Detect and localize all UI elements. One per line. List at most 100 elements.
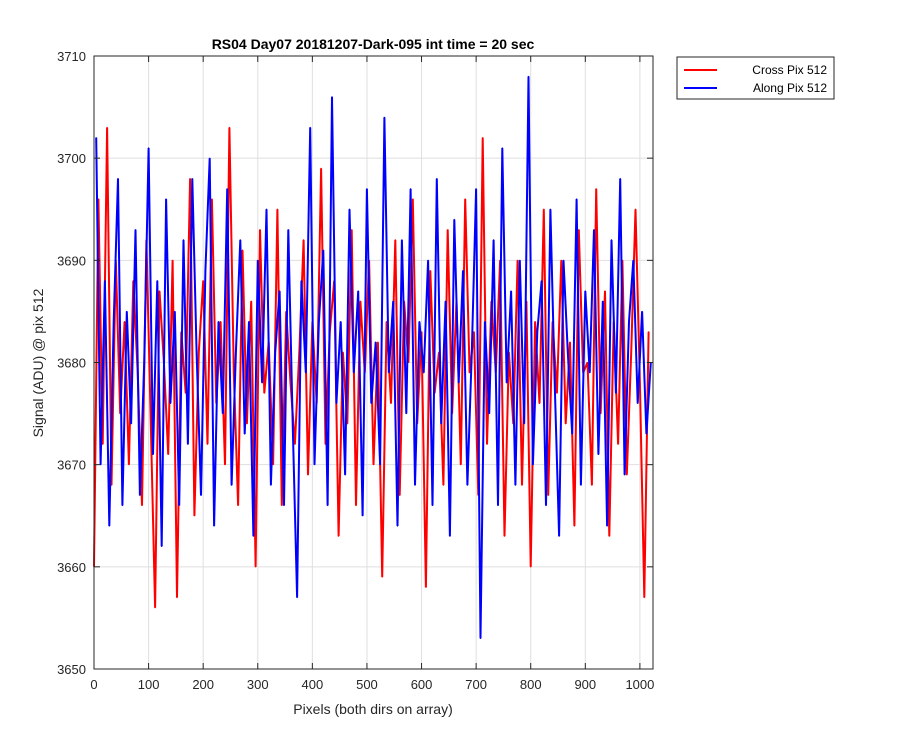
data-point — [252, 535, 255, 537]
data-point — [128, 464, 130, 466]
data-point — [139, 494, 141, 496]
data-point — [189, 178, 191, 180]
data-point — [237, 504, 239, 507]
data-point — [220, 321, 222, 323]
data-point — [99, 464, 102, 466]
data-point — [538, 402, 541, 404]
data-point — [394, 239, 396, 241]
data-point — [571, 433, 573, 435]
data-point — [425, 586, 427, 588]
data-point — [484, 321, 486, 323]
data-point — [239, 239, 241, 241]
data-point — [573, 525, 575, 527]
data-point — [619, 178, 621, 180]
data-point — [519, 259, 521, 261]
data-point — [580, 484, 582, 486]
data-point — [346, 423, 348, 425]
data-point — [586, 361, 589, 364]
legend-box — [676, 56, 835, 100]
data-point — [97, 198, 99, 200]
data-point — [593, 229, 595, 231]
data-point — [370, 402, 372, 404]
data-point — [628, 321, 630, 323]
data-point — [460, 464, 462, 466]
data-point — [254, 566, 257, 568]
data-point — [303, 239, 305, 241]
data-point — [383, 116, 386, 118]
data-point — [643, 596, 645, 599]
data-point — [641, 310, 643, 313]
data-point — [405, 412, 407, 415]
data-point — [342, 351, 344, 353]
data-point — [471, 351, 473, 353]
data-point — [366, 188, 368, 190]
series-along-pix-512 — [95, 75, 652, 639]
data-point — [235, 351, 237, 353]
data-point — [510, 290, 512, 292]
x-tick-label: 500 — [356, 677, 378, 692]
data-point — [399, 494, 401, 496]
data-point — [337, 535, 340, 537]
x-tick-label: 0 — [90, 677, 97, 692]
data-point — [475, 188, 477, 190]
legend: Cross Pix 512 Along Pix 512 — [676, 56, 835, 100]
data-point — [276, 208, 279, 210]
data-point — [150, 423, 152, 425]
data-point — [263, 392, 265, 394]
data-point — [106, 126, 108, 129]
data-point — [547, 494, 549, 496]
data-point — [527, 75, 530, 78]
data-point — [632, 259, 634, 261]
data-point — [558, 535, 560, 537]
data-point — [222, 412, 224, 415]
data-point — [429, 269, 431, 272]
data-point — [565, 423, 567, 425]
data-point — [575, 198, 578, 200]
data-point — [143, 361, 145, 364]
data-point — [206, 443, 209, 445]
data-point — [578, 229, 580, 231]
data-point — [381, 576, 383, 578]
data-point — [244, 433, 246, 435]
data-point — [250, 300, 252, 302]
data-point — [436, 178, 438, 180]
x-tick-label: 200 — [192, 677, 214, 692]
data-point — [241, 249, 244, 251]
data-point — [292, 423, 294, 425]
data-point — [541, 280, 543, 282]
data-point — [543, 208, 545, 210]
data-point — [410, 188, 412, 190]
legend-label: Along Pix 512 — [753, 81, 827, 95]
x-tick-label: 700 — [465, 677, 487, 692]
data-point — [412, 198, 414, 200]
data-point — [447, 229, 449, 231]
data-point — [534, 321, 536, 323]
data-point — [296, 596, 298, 599]
data-point — [331, 96, 333, 98]
data-point — [645, 433, 648, 435]
data-point — [174, 310, 176, 313]
y-tick-label: 3680 — [57, 356, 86, 371]
data-point — [152, 453, 154, 456]
data-point — [458, 382, 460, 384]
data-point — [265, 208, 268, 210]
data-point — [401, 239, 403, 241]
series-line — [95, 76, 652, 639]
data-point — [257, 259, 259, 261]
data-point — [626, 474, 628, 476]
data-point — [375, 341, 377, 343]
legend-label: Cross Pix 512 — [752, 63, 827, 77]
data-point — [313, 464, 316, 466]
data-point — [506, 382, 508, 384]
data-point — [597, 453, 600, 456]
data-point — [248, 321, 250, 323]
plot-area: 0 100 200 300 400 500 600 700 800 900 1000 3650 3660… — [57, 49, 654, 692]
y-tick-label: 3710 — [57, 49, 86, 64]
data-point — [272, 464, 274, 466]
data-point — [591, 484, 593, 486]
data-point — [141, 504, 143, 507]
data-point — [604, 290, 606, 292]
data-point — [530, 566, 532, 568]
data-point — [178, 504, 180, 507]
data-point — [414, 484, 416, 486]
